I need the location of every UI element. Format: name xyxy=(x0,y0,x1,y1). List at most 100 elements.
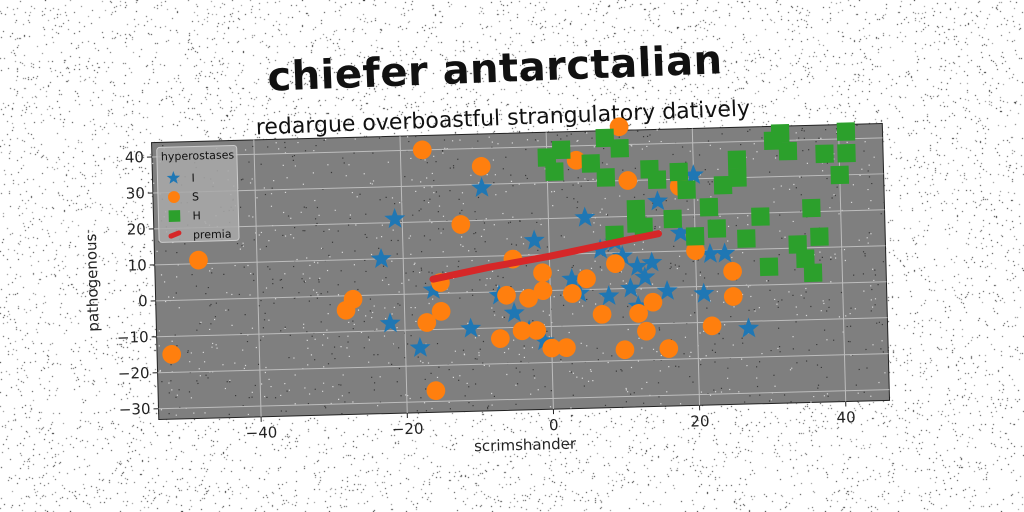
noise-speck xyxy=(649,134,651,136)
data-point-H xyxy=(796,249,815,268)
noise-speck xyxy=(871,288,873,291)
noise-speck xyxy=(431,186,433,188)
noise-speck xyxy=(744,401,746,403)
data-point-S xyxy=(343,289,363,309)
noise-speck xyxy=(448,368,450,371)
y-grid-line xyxy=(155,281,887,302)
noise-speck xyxy=(243,266,245,268)
data-point-I xyxy=(714,242,736,263)
noise-speck xyxy=(586,298,588,301)
noise-speck xyxy=(264,371,267,374)
noise-speck xyxy=(338,398,340,401)
data-point-S xyxy=(451,215,471,234)
data-point-S xyxy=(615,340,635,360)
noise-speck xyxy=(228,413,230,415)
noise-speck xyxy=(674,198,676,200)
noise-speck xyxy=(553,296,555,298)
noise-speck xyxy=(477,196,480,199)
noise-speck xyxy=(459,212,461,214)
noise-speck xyxy=(160,274,163,276)
data-point-I xyxy=(699,242,721,263)
y-tick-label: 0 xyxy=(138,292,148,310)
noise-speck xyxy=(808,149,810,151)
noise-speck xyxy=(707,140,710,142)
noise-speck xyxy=(297,141,299,144)
noise-speck xyxy=(379,199,381,201)
noise-speck xyxy=(887,349,889,352)
noise-speck xyxy=(209,328,211,331)
noise-speck xyxy=(252,216,254,218)
noise-speck xyxy=(769,289,771,291)
noise-speck xyxy=(372,180,375,182)
noise-speck xyxy=(479,348,481,350)
noise-speck xyxy=(641,347,643,349)
noise-speck xyxy=(882,261,885,263)
noise-speck xyxy=(330,171,333,174)
noise-speck xyxy=(703,330,705,332)
noise-speck xyxy=(251,396,253,398)
noise-speck xyxy=(805,314,808,317)
noise-speck xyxy=(408,279,410,281)
noise-speck xyxy=(882,131,884,133)
noise-speck xyxy=(459,139,461,141)
noise-speck xyxy=(479,279,481,281)
noise-speck xyxy=(345,175,347,177)
data-point-H xyxy=(759,257,779,277)
data-marks xyxy=(162,117,856,401)
noise-speck xyxy=(571,363,573,365)
noise-speck xyxy=(654,225,656,228)
noise-speck xyxy=(494,174,497,176)
noise-speck xyxy=(493,311,495,313)
noise-speck xyxy=(672,153,674,156)
noise-speck xyxy=(344,401,346,403)
noise-speck xyxy=(748,309,750,311)
noise-speck xyxy=(503,351,506,354)
noise-speck xyxy=(398,291,400,293)
noise-speck xyxy=(689,355,691,358)
noise-speck xyxy=(750,295,752,298)
noise-speck xyxy=(738,391,740,393)
noise-speck xyxy=(420,181,422,183)
noise-speck xyxy=(838,400,840,403)
noise-speck xyxy=(462,203,464,205)
noise-speck xyxy=(660,140,662,143)
noise-speck xyxy=(519,371,521,373)
noise-speck xyxy=(800,176,802,178)
noise-speck xyxy=(756,151,758,153)
noise-speck xyxy=(520,236,522,238)
noise-speck xyxy=(413,263,415,266)
noise-speck xyxy=(791,367,793,369)
noise-speck xyxy=(451,140,454,142)
noise-speck xyxy=(537,389,539,391)
noise-speck xyxy=(184,243,186,245)
noise-speck xyxy=(251,327,254,329)
noise-speck xyxy=(442,152,444,154)
noise-speck xyxy=(419,271,421,274)
noise-speck xyxy=(215,344,217,346)
noise-speck xyxy=(293,226,296,229)
noise-speck xyxy=(798,137,800,139)
noise-speck xyxy=(239,248,241,250)
noise-speck xyxy=(773,201,775,203)
data-point-I xyxy=(503,302,525,323)
noise-speck xyxy=(823,302,825,305)
noise-speck xyxy=(212,342,214,345)
noise-speck xyxy=(420,267,422,269)
noise-speck xyxy=(474,337,477,339)
noise-speck xyxy=(264,395,266,398)
noise-speck xyxy=(836,186,838,188)
noise-speck xyxy=(515,403,517,405)
data-point-S xyxy=(557,338,576,358)
noise-speck xyxy=(352,328,354,330)
noise-speck xyxy=(846,141,848,144)
data-point-S xyxy=(162,345,182,364)
noise-speck xyxy=(305,207,307,209)
noise-speck xyxy=(196,380,198,382)
noise-speck xyxy=(423,186,425,189)
noise-speck xyxy=(368,339,370,341)
noise-speck xyxy=(727,240,729,242)
noise-speck xyxy=(599,211,601,213)
y-tick-label: 40 xyxy=(125,148,145,166)
noise-speck xyxy=(452,167,455,169)
plot-background xyxy=(151,122,891,421)
